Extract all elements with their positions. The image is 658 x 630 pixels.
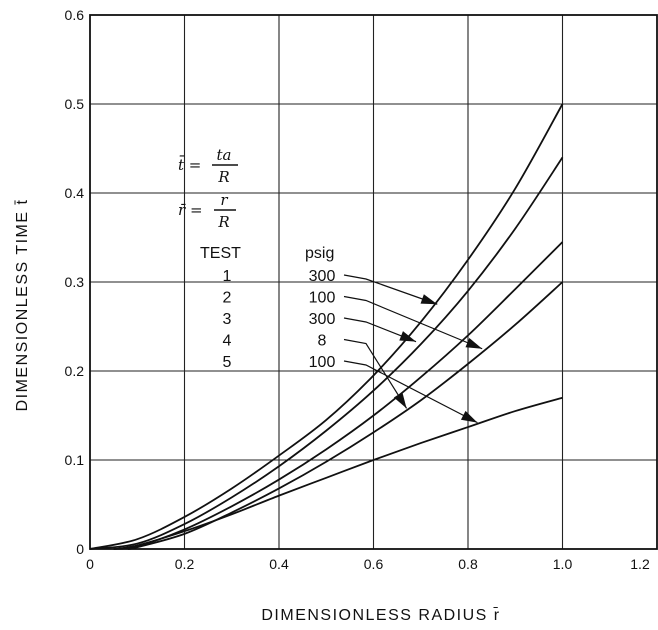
plot-frame xyxy=(89,14,658,550)
legend-table: TEST psig 1 300 2 100 3 300 4 8 5 100 xyxy=(200,245,335,371)
x-tick-labels: 0 0.2 0.4 0.6 0.8 1.0 1.2 xyxy=(86,556,650,572)
pointer-arrowhead xyxy=(465,337,483,349)
pointer-line xyxy=(343,360,478,424)
pointer-arrowhead xyxy=(460,410,478,423)
y-tick-label: 0.6 xyxy=(65,7,85,23)
y-tick-label: 0 xyxy=(76,541,84,557)
legend-test-number: 4 xyxy=(223,333,232,350)
legend-psig-value: 100 xyxy=(309,290,336,307)
y-tick-label: 0.3 xyxy=(65,274,85,290)
legend-test-number: 5 xyxy=(223,354,232,371)
pointer-line xyxy=(343,317,417,343)
x-tick-label: 1.2 xyxy=(630,556,650,572)
legend-psig-value: 100 xyxy=(309,354,336,371)
x-tick-label: 0.6 xyxy=(364,556,384,572)
x-tick-label: 0.4 xyxy=(269,556,289,572)
legend-psig-value: 8 xyxy=(318,333,327,350)
legend-psig-value: 300 xyxy=(309,311,336,328)
x-tick-label: 0.2 xyxy=(175,556,195,572)
y-tick-label: 0.1 xyxy=(65,452,85,468)
legend-test-number: 1 xyxy=(223,268,232,285)
formula-r-numerator: r xyxy=(220,191,228,209)
pointer-line xyxy=(343,338,408,409)
pointer-line xyxy=(343,274,438,305)
pointer-arrowhead xyxy=(393,392,407,409)
curve-series-5 xyxy=(113,396,563,550)
formula-r: r̄ = r R xyxy=(178,191,236,231)
legend-psig-value: 300 xyxy=(309,268,336,285)
legend-header-test: TEST xyxy=(200,245,241,262)
x-tick-label: 0.8 xyxy=(458,556,478,572)
formula-r-denominator: R xyxy=(217,213,229,231)
y-tick-labels: 0 0.1 0.2 0.3 0.4 0.5 0.6 xyxy=(65,7,85,557)
x-axis-label: DIMENSIONLESS RADIUS r̄ xyxy=(261,606,500,624)
pointer-line xyxy=(343,295,483,350)
curve-series-2 xyxy=(89,156,564,550)
formula-t-numerator: ta xyxy=(217,146,232,164)
y-tick-label: 0.2 xyxy=(65,363,85,379)
legend-rows: 1 300 2 100 3 300 4 8 5 100 xyxy=(223,268,336,371)
curve-series-3 xyxy=(113,241,564,550)
legend-test-number: 2 xyxy=(223,290,232,307)
formula-r-lhs: r̄ = xyxy=(178,201,203,219)
x-tick-label: 0 xyxy=(86,556,94,572)
x-tick-label: 1.0 xyxy=(553,556,573,572)
y-axis-label: DIMENSIONLESS TIME t̄ xyxy=(14,199,31,412)
formula-t: t̄ = ta R xyxy=(178,146,238,186)
formula-t-denominator: R xyxy=(217,168,229,186)
pointer-arrows xyxy=(343,274,483,424)
legend-header-psig: psig xyxy=(305,245,334,262)
formula-t-lhs: t̄ = xyxy=(178,156,201,174)
pointer-arrowhead xyxy=(399,331,417,342)
pointer-arrowhead xyxy=(420,294,438,305)
data-curves xyxy=(89,103,564,550)
y-tick-label: 0.5 xyxy=(65,96,85,112)
y-tick-label: 0.4 xyxy=(65,185,85,201)
curve-series-1 xyxy=(89,103,564,550)
legend-test-number: 3 xyxy=(223,311,232,328)
curve-series-4 xyxy=(127,281,564,550)
